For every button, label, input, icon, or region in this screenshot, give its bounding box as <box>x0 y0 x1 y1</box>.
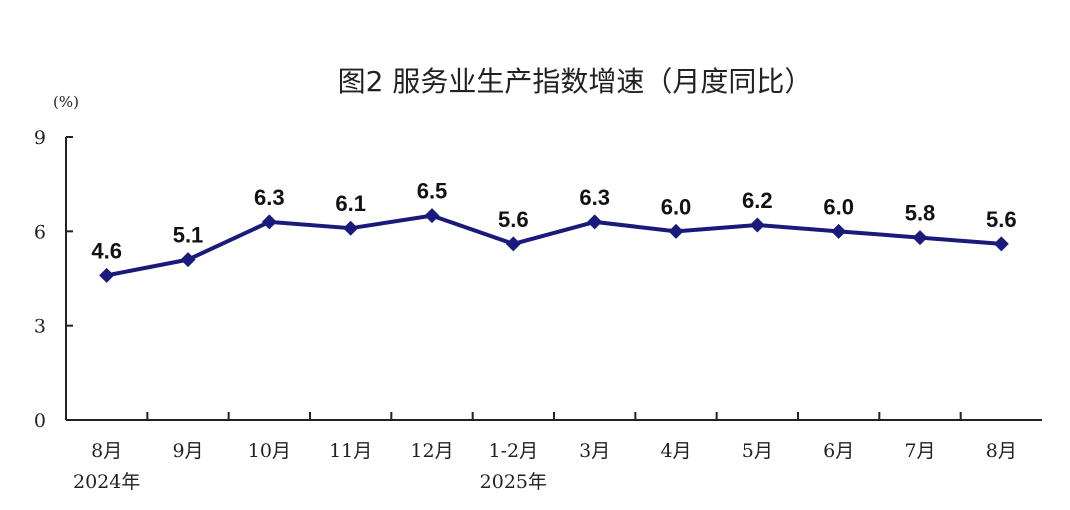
series-layer <box>99 208 1009 283</box>
y-tick-label: 3 <box>34 316 46 338</box>
x-tick-label: 6月 <box>823 440 854 462</box>
data-label: 5.1 <box>173 223 204 248</box>
data-point <box>831 223 847 239</box>
y-tick-label: 6 <box>34 221 46 243</box>
x-tick-label: 1-2月 <box>489 440 539 462</box>
x-axis-ticks: 8月 9月 10月 11月 12月 1-2月 3月 4月 5月 6月 7月 8月 2024年 2025年 <box>73 412 1017 493</box>
data-point <box>180 252 196 268</box>
data-label: 6.2 <box>742 188 773 213</box>
data-label: 6.0 <box>661 194 692 219</box>
y-axis-unit: (%) <box>53 93 79 111</box>
x-tick-label: 7月 <box>904 440 935 462</box>
series-line <box>106 213 1002 278</box>
x-tick-label: 4月 <box>660 440 691 462</box>
data-point <box>668 223 684 239</box>
data-label: 4.6 <box>91 238 122 263</box>
data-labels-layer: 4.6 5.1 6.3 6.1 6.5 5.6 6.3 6.0 6.2 6.0 5.8 5.6 <box>91 179 1016 264</box>
data-point <box>99 267 115 283</box>
y-tick-label: 9 <box>34 127 46 149</box>
x-tick-label: 8月 <box>91 440 122 462</box>
data-label: 5.6 <box>986 207 1017 232</box>
data-label: 6.3 <box>579 185 610 210</box>
x-year-label: 2024年 <box>73 471 140 493</box>
data-point <box>912 230 928 246</box>
data-point <box>749 217 765 233</box>
x-tick-label: 9月 <box>172 440 203 462</box>
chart-title: 图2 服务业生产指数增速（月度同比） <box>338 65 813 98</box>
y-axis-ticks: 0 3 6 9 <box>34 127 73 432</box>
x-tick-label: 5月 <box>742 440 773 462</box>
data-label: 6.5 <box>417 179 448 204</box>
data-point <box>343 220 359 236</box>
data-label: 6.0 <box>823 194 854 219</box>
data-label: 6.1 <box>335 191 366 216</box>
data-point <box>993 236 1009 252</box>
data-point <box>587 214 603 230</box>
data-point <box>261 214 277 230</box>
x-year-label: 2025年 <box>480 471 547 493</box>
data-label: 6.3 <box>254 185 285 210</box>
data-label: 5.8 <box>905 201 936 226</box>
x-tick-label: 8月 <box>986 440 1017 462</box>
x-tick-label: 10月 <box>248 440 291 462</box>
y-tick-label: 0 <box>34 410 46 432</box>
data-label: 5.6 <box>498 207 529 232</box>
data-point <box>424 208 440 224</box>
x-tick-label: 3月 <box>579 440 610 462</box>
x-tick-label: 12月 <box>410 440 453 462</box>
data-point <box>505 236 521 252</box>
x-tick-label: 11月 <box>329 440 372 462</box>
